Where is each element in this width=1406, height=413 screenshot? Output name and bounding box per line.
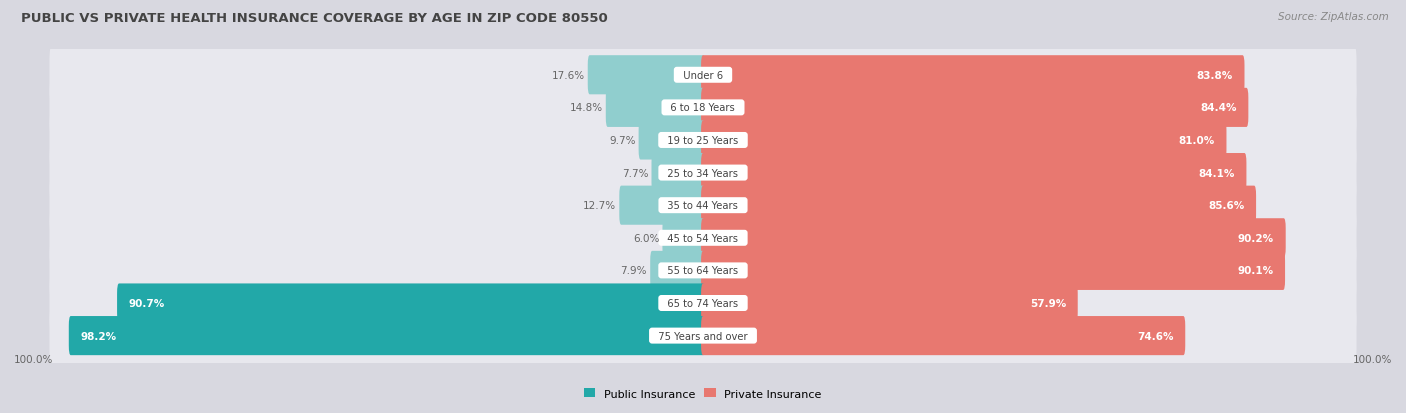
Text: 100.0%: 100.0% [14,354,53,364]
FancyBboxPatch shape [117,284,704,323]
FancyBboxPatch shape [49,240,1357,301]
FancyBboxPatch shape [702,121,1226,160]
Text: 65 to 74 Years: 65 to 74 Years [661,298,745,308]
Text: 90.2%: 90.2% [1239,233,1274,243]
Text: 17.6%: 17.6% [551,71,585,81]
FancyBboxPatch shape [606,89,704,128]
FancyBboxPatch shape [651,154,704,193]
FancyBboxPatch shape [49,273,1357,334]
FancyBboxPatch shape [650,251,704,290]
FancyBboxPatch shape [619,186,704,225]
Text: 55 to 64 Years: 55 to 64 Years [661,266,745,276]
FancyBboxPatch shape [638,121,704,160]
Text: Source: ZipAtlas.com: Source: ZipAtlas.com [1278,12,1389,22]
FancyBboxPatch shape [702,89,1249,128]
FancyBboxPatch shape [49,45,1357,106]
Legend: Public Insurance, Private Insurance: Public Insurance, Private Insurance [583,388,823,399]
FancyBboxPatch shape [69,316,704,355]
Text: 74.6%: 74.6% [1137,331,1174,341]
FancyBboxPatch shape [49,305,1357,366]
Text: 100.0%: 100.0% [1353,354,1392,364]
FancyBboxPatch shape [49,208,1357,269]
Text: 19 to 25 Years: 19 to 25 Years [661,135,745,146]
FancyBboxPatch shape [702,154,1247,193]
FancyBboxPatch shape [49,110,1357,171]
Text: 90.7%: 90.7% [129,298,165,308]
FancyBboxPatch shape [702,56,1244,95]
Text: Under 6: Under 6 [676,71,730,81]
Text: 98.2%: 98.2% [80,331,117,341]
Text: 25 to 34 Years: 25 to 34 Years [661,168,745,178]
Text: 7.9%: 7.9% [620,266,647,276]
FancyBboxPatch shape [588,56,704,95]
Text: 35 to 44 Years: 35 to 44 Years [661,201,745,211]
Text: 84.4%: 84.4% [1201,103,1237,113]
FancyBboxPatch shape [702,186,1256,225]
FancyBboxPatch shape [702,316,1185,355]
Text: 45 to 54 Years: 45 to 54 Years [661,233,745,243]
FancyBboxPatch shape [702,284,1078,323]
Text: 85.6%: 85.6% [1208,201,1244,211]
Text: 14.8%: 14.8% [569,103,603,113]
Text: 12.7%: 12.7% [583,201,616,211]
FancyBboxPatch shape [702,219,1285,258]
Text: 7.7%: 7.7% [621,168,648,178]
Text: 84.1%: 84.1% [1198,168,1234,178]
Text: 6.0%: 6.0% [633,233,659,243]
FancyBboxPatch shape [662,219,704,258]
FancyBboxPatch shape [49,142,1357,204]
FancyBboxPatch shape [49,175,1357,236]
Text: 6 to 18 Years: 6 to 18 Years [665,103,741,113]
Text: 90.1%: 90.1% [1237,266,1274,276]
FancyBboxPatch shape [49,78,1357,139]
Text: 9.7%: 9.7% [609,135,636,146]
FancyBboxPatch shape [702,251,1285,290]
Text: PUBLIC VS PRIVATE HEALTH INSURANCE COVERAGE BY AGE IN ZIP CODE 80550: PUBLIC VS PRIVATE HEALTH INSURANCE COVER… [21,12,607,25]
Text: 57.9%: 57.9% [1029,298,1066,308]
Text: 81.0%: 81.0% [1178,135,1215,146]
Text: 75 Years and over: 75 Years and over [652,331,754,341]
Text: 83.8%: 83.8% [1197,71,1233,81]
